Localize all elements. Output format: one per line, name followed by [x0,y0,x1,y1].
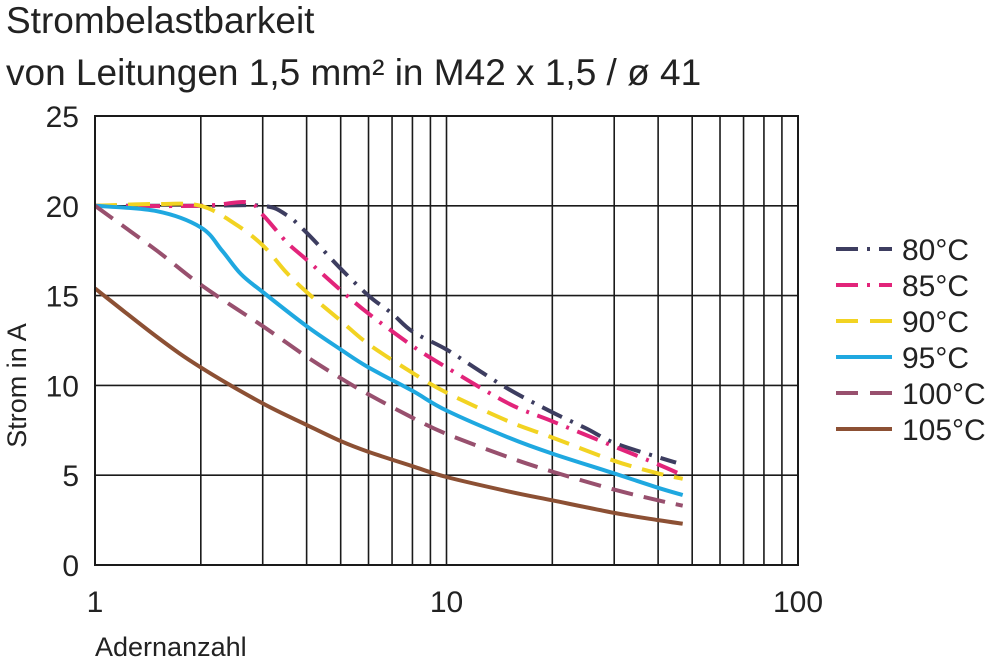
y-tick-label: 5 [62,460,79,493]
x-tick-label: 10 [430,586,463,619]
series-line-105C [93,286,683,526]
tick-labels: 0 5 10 15 20 25 1 10 100 [46,101,823,619]
x-tick-label: 100 [773,586,823,619]
legend-label: 95°C [902,342,969,375]
legend-label: 105°C [902,414,986,447]
series-line-95C [94,203,684,497]
chart-title-line-1: Strombelastbarkeit [6,0,315,41]
series-line-80C [95,203,677,465]
x-tick-label: 1 [87,586,104,619]
y-axis-label: Strom in A [2,323,32,448]
grid [94,115,798,566]
series-line-100C [93,204,684,508]
y-tick-label: 15 [46,281,79,314]
legend-label: 100°C [902,378,986,411]
series-line-90C [94,201,684,481]
y-tick-label: 25 [46,101,79,134]
y-tick-label: 20 [46,191,79,224]
series-layer [93,199,684,526]
chart-title-line-2: von Leitungen 1,5 mm² in M42 x 1,5 / ø 4… [6,52,702,93]
series-line-85C [94,199,684,478]
y-tick-label: 0 [62,550,79,583]
y-tick-label: 10 [46,370,79,403]
plot-frame [94,115,799,566]
legend-label: 90°C [902,306,969,339]
legend-label: 85°C [902,270,969,303]
x-axis-label: Adernanzahl [95,632,247,662]
legend-label: 80°C [902,234,969,267]
